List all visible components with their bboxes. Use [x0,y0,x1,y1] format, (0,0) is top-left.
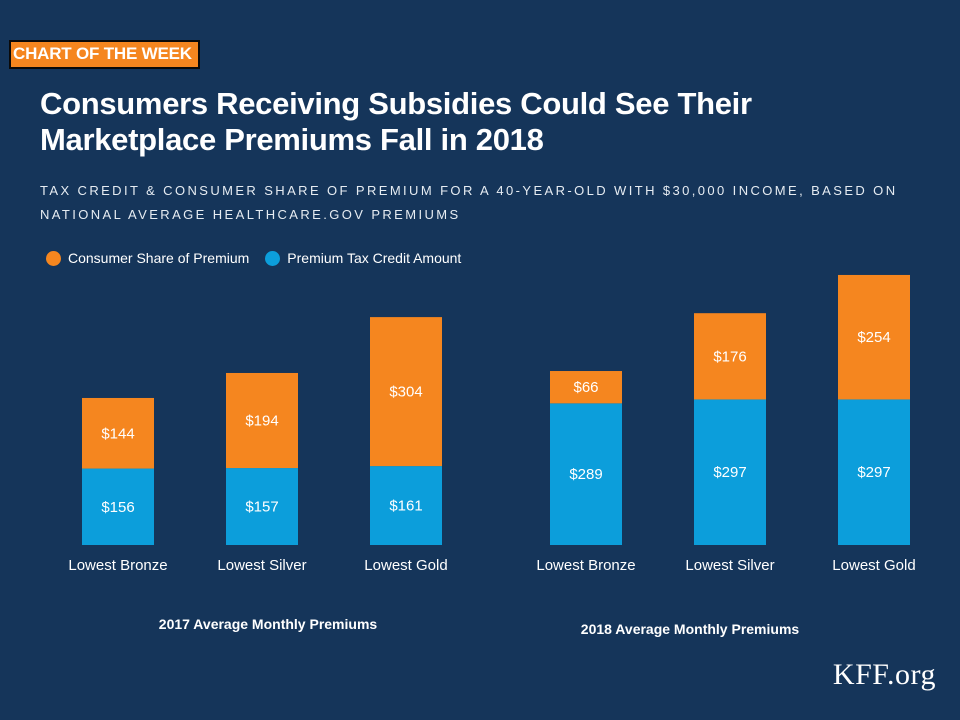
chart-of-the-week-badge: CHART OF THE WEEK [9,40,200,69]
data-label-credit-2018-2: $297 [857,464,890,481]
category-label-2018-2: Lowest Gold [832,557,915,574]
data-label-consumer-2018-1: $176 [713,348,746,365]
data-label-credit-2017-2: $161 [389,498,422,515]
data-label-credit-2017-0: $156 [101,499,134,516]
data-label-credit-2017-1: $157 [245,499,278,516]
legend-label-credit: Premium Tax Credit Amount [287,250,462,266]
bar-credit-2018-0 [550,403,622,545]
chart-subtitle: TAX CREDIT & CONSUMER SHARE OF PREMIUM F… [40,183,898,222]
legend-label-consumer: Consumer Share of Premium [68,250,250,266]
group-label-2018: 2018 Average Monthly Premiums [581,621,800,637]
bar-credit-2017-1 [226,468,298,545]
bar-consumer-2018-1 [694,313,766,400]
bar-credit-2017-0 [82,468,154,545]
bar-credit-2018-2 [838,399,910,545]
data-label-credit-2018-0: $289 [569,466,602,483]
category-label-2017-2: Lowest Gold [364,557,447,574]
data-label-consumer-2017-2: $304 [389,384,422,401]
category-label-2017-0: Lowest Bronze [68,557,167,574]
group-label-2017: 2017 Average Monthly Premiums [159,616,378,632]
data-label-consumer-2017-1: $194 [245,413,278,430]
legend-swatch-consumer [46,250,61,266]
legend: Consumer Share of Premium Premium Tax Cr… [46,250,477,266]
data-label-consumer-2018-2: $254 [857,329,890,346]
kff-logo: KFF.org [832,658,936,691]
bar-credit-2017-2 [370,466,442,545]
bar-consumer-2017-1 [226,372,298,469]
chart-title: Consumers Receiving Subsidies Could See … [40,86,752,157]
legend-item-credit: Premium Tax Credit Amount [265,250,461,266]
bar-consumer-2017-2 [370,317,442,467]
data-label-credit-2018-1: $297 [713,464,746,481]
bar-credit-2018-1 [694,399,766,545]
category-label-2018-1: Lowest Silver [685,557,774,574]
category-label-2017-1: Lowest Silver [217,557,306,574]
bar-consumer-2018-0 [550,371,622,404]
bar-consumer-2017-0 [82,397,154,469]
bar-consumer-2018-2 [838,274,910,400]
data-label-consumer-2017-0: $144 [101,425,134,442]
legend-swatch-credit [265,250,281,266]
category-label-2018-0: Lowest Bronze [536,557,635,574]
legend-item-consumer: Consumer Share of Premium [46,250,249,266]
data-label-consumer-2018-0: $66 [573,379,598,396]
